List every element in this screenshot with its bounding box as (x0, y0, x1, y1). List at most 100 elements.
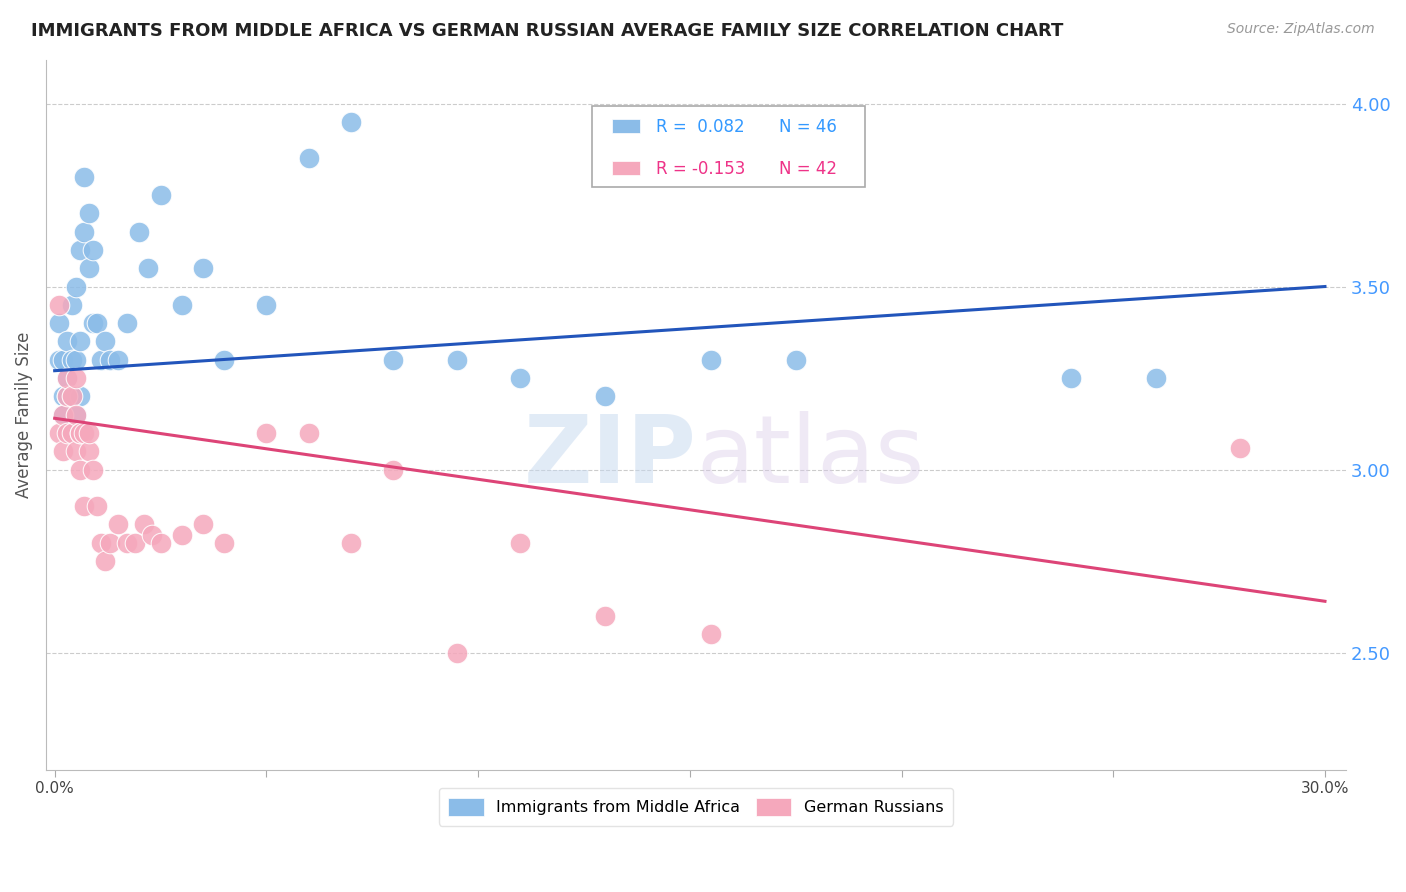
Text: R = -0.153: R = -0.153 (655, 160, 745, 178)
Point (509, 371, 531, 385)
Point (73, 499, 96, 513)
Point (86, 499, 108, 513)
Point (73, 169, 96, 184)
Point (52, 408, 75, 422)
Point (82, 243, 104, 257)
Point (86, 316, 108, 330)
Point (170, 528, 193, 542)
Point (77, 444, 100, 458)
FancyBboxPatch shape (612, 161, 640, 175)
Point (509, 535, 531, 549)
Point (340, 115, 363, 129)
Point (446, 352, 468, 367)
Point (82, 462, 104, 476)
Point (56, 371, 79, 385)
Point (254, 425, 277, 440)
Point (65, 279, 87, 293)
Point (65, 371, 87, 385)
Point (1229, 441, 1251, 455)
Point (65, 444, 87, 458)
Point (115, 535, 138, 549)
Point (56, 425, 79, 440)
Point (298, 425, 321, 440)
Point (65, 352, 87, 367)
Point (56, 389, 79, 403)
Point (593, 609, 616, 624)
Point (90, 352, 112, 367)
Point (52, 444, 75, 458)
Point (254, 298, 277, 312)
Point (77, 425, 100, 440)
Point (48, 298, 70, 312)
Point (65, 408, 87, 422)
Point (1144, 371, 1167, 385)
Point (69, 334, 91, 349)
Legend: Immigrants from Middle Africa, German Russians: Immigrants from Middle Africa, German Ru… (439, 788, 953, 826)
Point (785, 352, 807, 367)
Point (90, 535, 112, 549)
Point (382, 462, 405, 476)
Point (115, 316, 138, 330)
Point (65, 408, 87, 422)
Point (69, 425, 91, 440)
Point (593, 389, 616, 403)
Point (1060, 371, 1083, 385)
Point (48, 352, 70, 367)
Point (170, 298, 193, 312)
Point (56, 371, 79, 385)
Point (56, 389, 79, 403)
Text: Source: ZipAtlas.com: Source: ZipAtlas.com (1227, 22, 1375, 37)
Point (212, 535, 235, 549)
Text: R =  0.082: R = 0.082 (655, 118, 745, 136)
Point (60, 389, 83, 403)
Point (77, 206, 100, 220)
Text: N = 46: N = 46 (779, 118, 837, 136)
Point (141, 528, 163, 542)
Point (60, 352, 83, 367)
Point (382, 352, 405, 367)
Point (98, 352, 121, 367)
Point (73, 425, 96, 440)
Point (446, 646, 468, 660)
Point (136, 261, 159, 276)
Point (700, 352, 723, 367)
Point (149, 188, 172, 202)
FancyBboxPatch shape (612, 120, 640, 133)
Point (48, 425, 70, 440)
Point (124, 535, 146, 549)
Point (94, 554, 117, 568)
Text: IMMIGRANTS FROM MIDDLE AFRICA VS GERMAN RUSSIAN AVERAGE FAMILY SIZE CORRELATION : IMMIGRANTS FROM MIDDLE AFRICA VS GERMAN … (31, 22, 1063, 40)
Point (340, 535, 363, 549)
Point (107, 517, 129, 532)
Point (60, 298, 83, 312)
Point (60, 425, 83, 440)
Point (700, 627, 723, 641)
Text: N = 42: N = 42 (779, 160, 838, 178)
Point (191, 517, 214, 532)
Point (77, 261, 100, 276)
Point (98, 535, 121, 549)
Point (56, 334, 79, 349)
Point (128, 225, 150, 239)
Point (48, 316, 70, 330)
Text: atlas: atlas (696, 411, 924, 503)
Point (298, 152, 321, 166)
Point (82, 316, 104, 330)
FancyBboxPatch shape (592, 106, 865, 187)
Point (212, 352, 235, 367)
Point (69, 462, 91, 476)
Point (60, 389, 83, 403)
Point (69, 425, 91, 440)
Point (52, 352, 75, 367)
Point (73, 225, 96, 239)
Point (132, 517, 155, 532)
Y-axis label: Average Family Size: Average Family Size (15, 332, 32, 498)
Text: ZIP: ZIP (523, 411, 696, 503)
Point (191, 261, 214, 276)
Point (94, 334, 117, 349)
Point (52, 389, 75, 403)
Point (107, 352, 129, 367)
Point (52, 408, 75, 422)
Point (69, 389, 91, 403)
Point (149, 535, 172, 549)
